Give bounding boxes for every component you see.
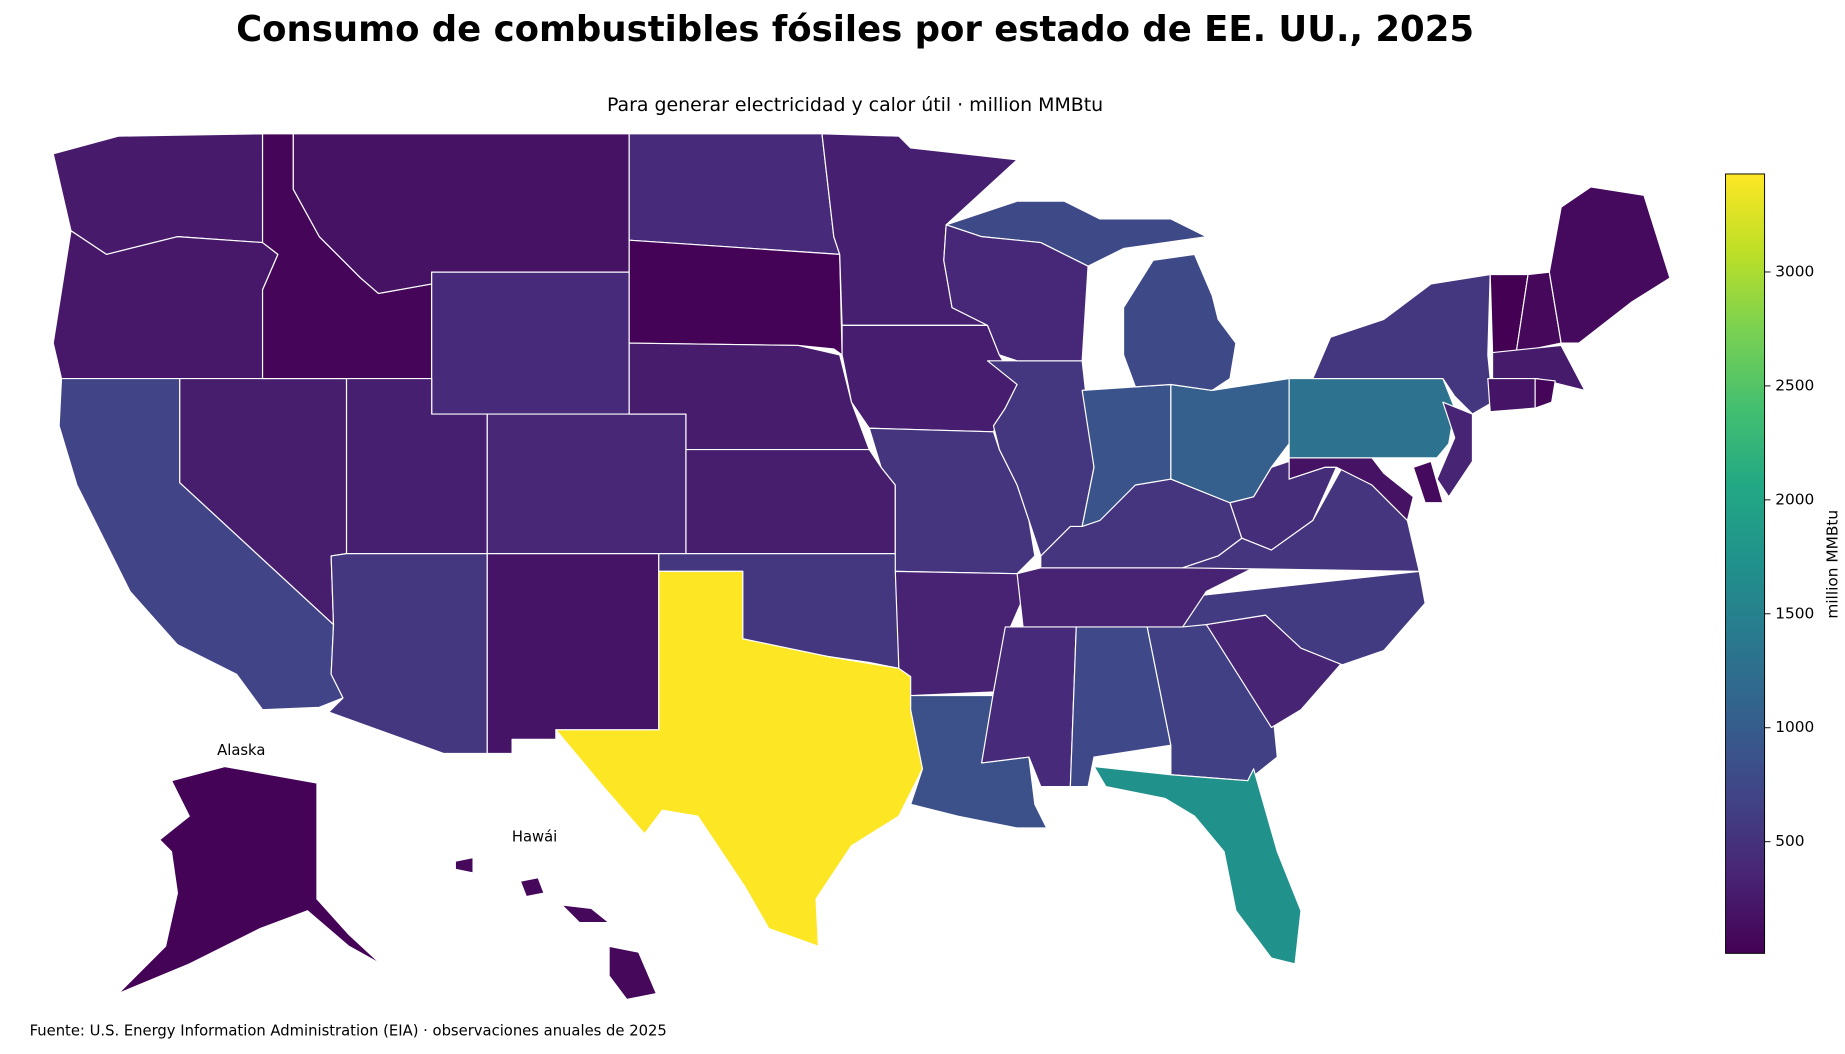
state xyxy=(943,224,1089,362)
state xyxy=(1487,377,1536,413)
colorbar-label: million MMBtu xyxy=(1824,510,1842,619)
state xyxy=(52,133,264,255)
state xyxy=(555,570,924,947)
state xyxy=(1182,466,1420,572)
state xyxy=(454,856,657,1001)
state xyxy=(1182,570,1426,666)
state xyxy=(117,765,382,995)
colorbar xyxy=(1725,173,1766,954)
colorbar-tick-label: 500 xyxy=(1775,832,1804,850)
state xyxy=(1288,377,1456,459)
state xyxy=(841,324,1018,433)
state xyxy=(1312,273,1494,415)
state xyxy=(52,230,279,380)
state xyxy=(1491,344,1586,391)
inset-label: Alaska xyxy=(217,742,265,759)
state xyxy=(1534,377,1556,409)
subtitle: Para generar electricidad y calor útil ·… xyxy=(607,94,1103,116)
state xyxy=(431,271,630,415)
state xyxy=(1093,765,1302,965)
colorbar-tick-label: 1000 xyxy=(1775,718,1814,736)
state xyxy=(1288,457,1414,522)
inset-label: Hawái xyxy=(512,828,557,845)
state xyxy=(486,553,660,755)
state xyxy=(628,133,841,255)
source: Fuente: U.S. Energy Information Administ… xyxy=(30,1022,667,1039)
state xyxy=(1412,460,1444,504)
state xyxy=(486,413,687,555)
state xyxy=(685,448,896,555)
state xyxy=(1548,186,1671,344)
title: Consumo de combustibles fósiles por esta… xyxy=(236,9,1474,50)
state xyxy=(328,553,488,755)
state xyxy=(628,239,843,356)
states xyxy=(52,133,1671,1001)
colorbar-tick-label: 2000 xyxy=(1775,490,1814,508)
colorbar-tick-label: 2500 xyxy=(1775,376,1814,394)
colorbar-tick-label: 3000 xyxy=(1775,262,1814,280)
colorbar-tick-label: 1500 xyxy=(1775,604,1814,622)
